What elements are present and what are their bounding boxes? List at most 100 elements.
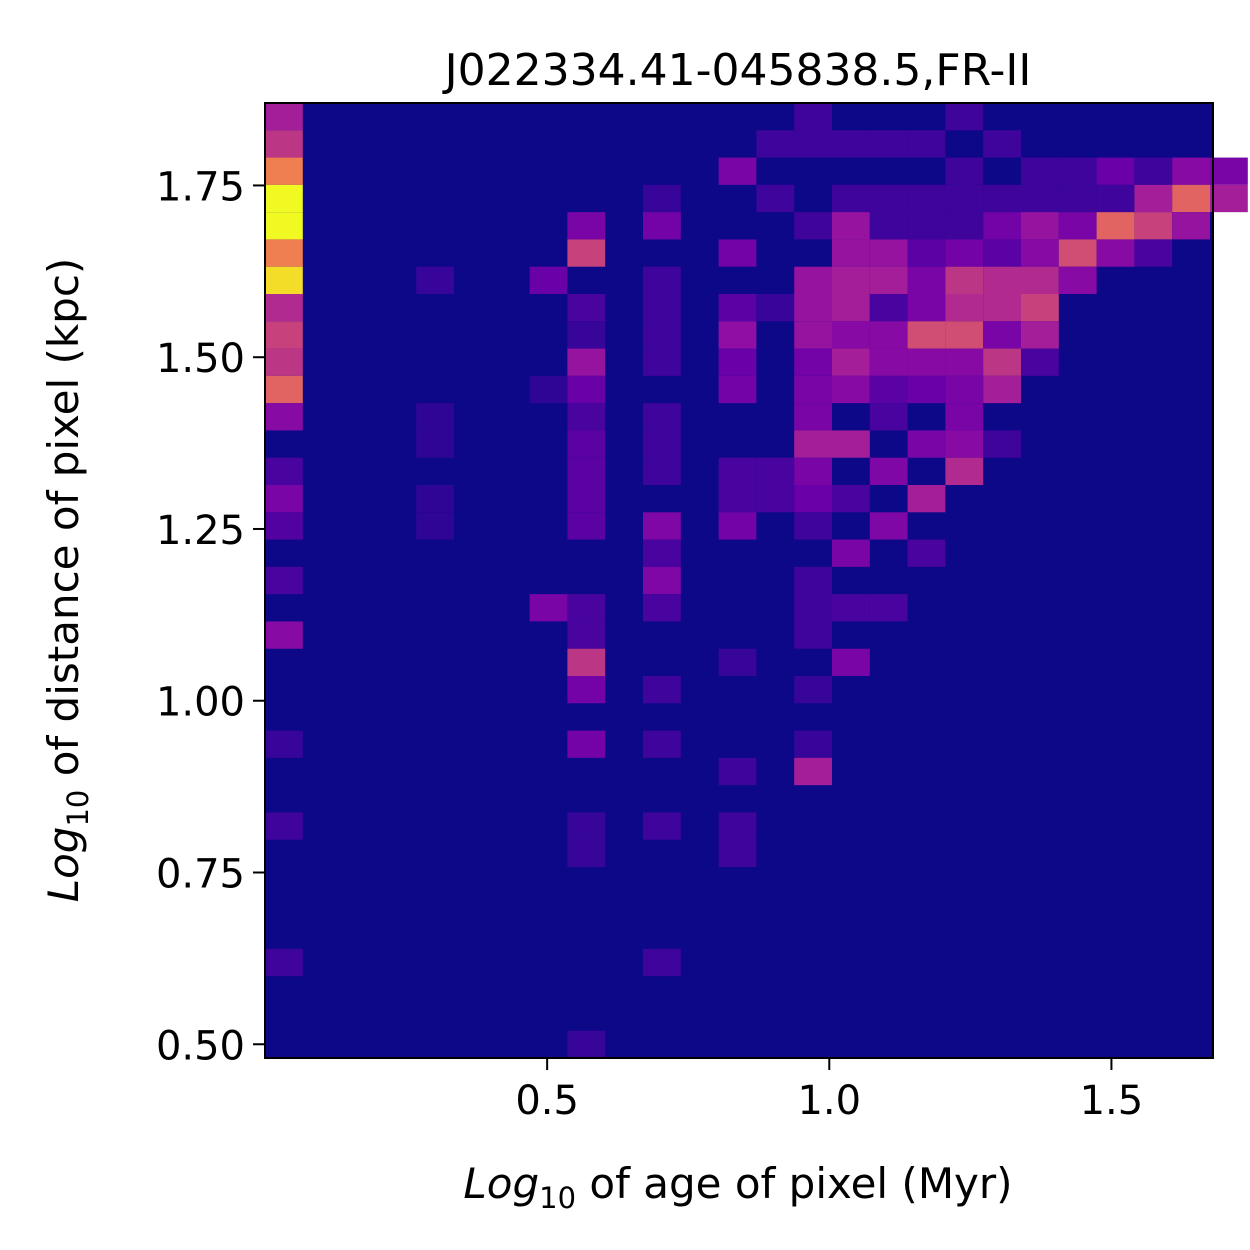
heatmap-cell (983, 130, 1021, 158)
heatmap-cell (1134, 239, 1173, 267)
heatmap-cell (643, 294, 681, 322)
heatmap-cell (265, 130, 303, 158)
heatmap-cell (945, 457, 984, 485)
heatmap-cell (567, 648, 606, 676)
heatmap-cell (265, 403, 303, 431)
heatmap-cell (945, 212, 984, 240)
heatmap-cell (1021, 239, 1059, 267)
heatmap-cell (1210, 184, 1248, 213)
heatmap-cell (832, 239, 870, 267)
heatmap-cell (832, 212, 870, 240)
heatmap-cell (794, 294, 832, 322)
heatmap-cell (567, 594, 606, 622)
heatmap-cell (907, 485, 946, 513)
heatmap-cell (794, 430, 832, 458)
heatmap-cell (756, 184, 795, 213)
heatmap-cell (869, 594, 908, 622)
x-tick-label: 0.5 (515, 1078, 579, 1124)
y-tick-label: 0.50 (156, 1023, 245, 1069)
heatmap-cell (567, 676, 606, 704)
heatmap-cell (1210, 157, 1248, 185)
heatmap-cell (1058, 212, 1097, 240)
heatmap-cell (567, 430, 606, 458)
heatmap-cell (265, 239, 303, 267)
heatmap-cell (983, 184, 1021, 213)
heatmap-cell (945, 184, 984, 213)
heatmap-cell (983, 294, 1021, 322)
heatmap-cell (1058, 266, 1097, 294)
heatmap-cell (945, 375, 984, 404)
heatmap-cell (907, 239, 946, 267)
heatmap-cell (832, 321, 870, 349)
heatmap-cell (794, 594, 832, 622)
heatmap-cell (794, 457, 832, 485)
heatmap-cell (718, 294, 757, 322)
heatmap-cell (1096, 212, 1135, 240)
heatmap-cell (832, 485, 870, 513)
heatmap-cell (1021, 321, 1059, 349)
heatmap-cell (1096, 157, 1135, 185)
heatmap-cell (265, 212, 303, 240)
heatmap-cell (907, 212, 946, 240)
heatmap-cell (869, 212, 908, 240)
heatmap-cell (869, 184, 908, 213)
heatmap-cell (794, 103, 832, 131)
heatmap-cell (869, 239, 908, 267)
heatmap-cell (718, 839, 757, 867)
heatmap-cell (945, 239, 984, 267)
heatmap-cell (907, 348, 946, 376)
heatmap-cell (832, 266, 870, 294)
y-tick-label: 1.75 (156, 164, 245, 210)
heatmap-cell (529, 375, 568, 404)
heatmap-cell (718, 321, 757, 349)
heatmap-cell (567, 812, 606, 840)
heatmap-cell (567, 294, 606, 322)
heatmap-cell (832, 648, 870, 676)
heatmap-cell (907, 184, 946, 213)
heatmap-cell (567, 403, 606, 431)
heatmap-cell (265, 621, 303, 649)
heatmap-cell (794, 621, 832, 649)
heatmap-cell (907, 321, 946, 349)
x-tick-label: 1.0 (797, 1078, 861, 1124)
heatmap-cell (643, 266, 681, 294)
heatmap-cell (869, 348, 908, 376)
heatmap-cell (1021, 184, 1059, 213)
heatmap-cell (983, 266, 1021, 294)
heatmap-cell (643, 348, 681, 376)
heatmap-cell (945, 321, 984, 349)
heatmap-cell (869, 294, 908, 322)
heatmap-cell (1058, 239, 1097, 267)
heatmap-cell (794, 512, 832, 540)
heatmap-cell (643, 539, 681, 567)
x-tick-label: 1.5 (1080, 1078, 1144, 1124)
heatmap-cell (718, 512, 757, 540)
heatmap-cell (1134, 157, 1173, 185)
heatmap-cell (794, 730, 832, 758)
heatmap-cell (794, 321, 832, 349)
heatmap-cell (529, 266, 568, 294)
heatmap-cell (832, 539, 870, 567)
heatmap-cell (794, 485, 832, 513)
y-tick-label: 1.25 (156, 508, 245, 554)
heatmap-cell (643, 594, 681, 622)
heatmap-cell (567, 839, 606, 867)
heatmap-cell (529, 594, 568, 622)
heatmap-cell (567, 512, 606, 540)
heatmap-cell (794, 403, 832, 431)
heatmap-cell (1172, 157, 1210, 185)
heatmap-cell (756, 457, 795, 485)
heatmap-cell (1021, 266, 1059, 294)
heatmap-cell (832, 594, 870, 622)
heatmap-cell (1021, 157, 1059, 185)
heatmap-cell (794, 757, 832, 786)
heatmap-cell (265, 812, 303, 840)
heatmap-cell (567, 621, 606, 649)
y-tick-label: 1.50 (156, 336, 245, 382)
heatmap-cell (832, 130, 870, 158)
heatmap-cell (416, 512, 454, 540)
heatmap-cell (869, 266, 908, 294)
heatmap-cell (643, 403, 681, 431)
heatmap-cell (756, 130, 795, 158)
